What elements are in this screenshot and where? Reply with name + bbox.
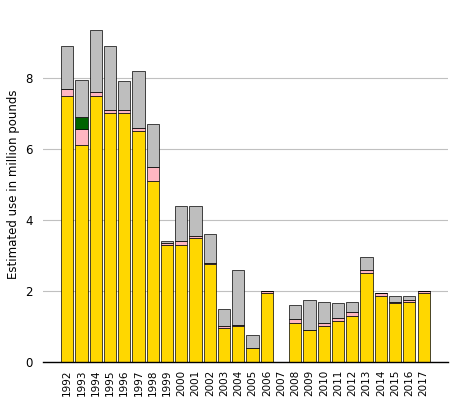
Bar	[247, 335, 258, 348]
Bar	[147, 124, 159, 167]
Bar	[261, 293, 273, 362]
Bar	[175, 206, 187, 241]
Bar	[389, 296, 401, 301]
Bar	[232, 325, 244, 326]
Bar	[360, 273, 373, 362]
Bar	[289, 323, 301, 362]
Bar	[346, 316, 359, 362]
Bar	[403, 301, 415, 362]
Bar	[389, 301, 401, 303]
Bar	[247, 348, 258, 362]
Bar	[147, 181, 159, 362]
Bar	[189, 236, 202, 238]
Bar	[204, 234, 216, 262]
Bar	[132, 131, 145, 362]
Bar	[418, 291, 430, 293]
Bar	[332, 303, 344, 318]
Bar	[389, 303, 401, 362]
Bar	[175, 241, 187, 245]
Bar	[332, 318, 344, 321]
Bar	[104, 113, 116, 362]
Bar	[161, 245, 173, 362]
Y-axis label: Estimated use in million pounds: Estimated use in million pounds	[7, 90, 20, 279]
Bar	[289, 305, 301, 319]
Bar	[76, 117, 87, 129]
Bar	[375, 293, 387, 296]
Bar	[118, 81, 130, 110]
Bar	[61, 96, 73, 362]
Bar	[346, 301, 359, 312]
Bar	[104, 110, 116, 113]
Bar	[303, 300, 316, 330]
Bar	[132, 71, 145, 128]
Bar	[261, 291, 273, 293]
Bar	[132, 128, 145, 131]
Bar	[76, 129, 87, 145]
Bar	[346, 312, 359, 316]
Bar	[61, 46, 73, 89]
Bar	[218, 326, 230, 328]
Bar	[147, 167, 159, 181]
Bar	[375, 296, 387, 362]
Bar	[204, 262, 216, 264]
Bar	[189, 238, 202, 362]
Bar	[76, 80, 87, 117]
Bar	[318, 326, 330, 362]
Bar	[175, 245, 187, 362]
Bar	[218, 328, 230, 362]
Bar	[360, 257, 373, 270]
Bar	[218, 309, 230, 326]
Bar	[232, 270, 244, 325]
Bar	[232, 326, 244, 362]
Bar	[161, 243, 173, 245]
Bar	[318, 323, 330, 326]
Bar	[118, 110, 130, 113]
Bar	[204, 264, 216, 362]
Bar	[303, 330, 316, 362]
Bar	[76, 145, 87, 362]
Bar	[318, 301, 330, 323]
Bar	[104, 46, 116, 110]
Bar	[118, 113, 130, 362]
Bar	[332, 321, 344, 362]
Bar	[403, 296, 415, 300]
Bar	[90, 92, 102, 96]
Bar	[90, 30, 102, 92]
Bar	[360, 270, 373, 273]
Bar	[90, 96, 102, 362]
Bar	[403, 300, 415, 301]
Bar	[161, 241, 173, 243]
Bar	[289, 319, 301, 323]
Bar	[189, 206, 202, 236]
Bar	[61, 89, 73, 96]
Bar	[418, 293, 430, 362]
